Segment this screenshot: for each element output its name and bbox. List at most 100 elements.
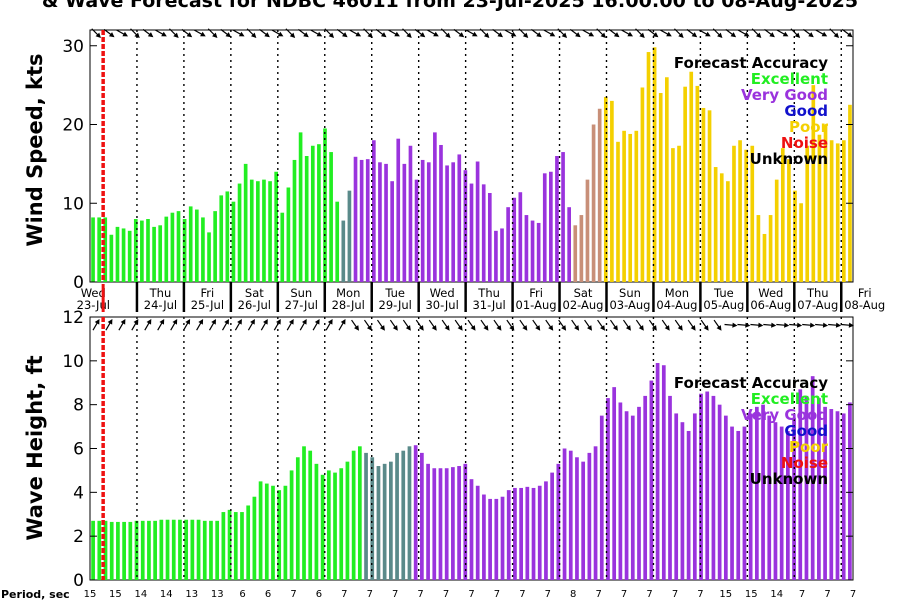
direction-arrow-icon [232, 29, 245, 37]
y-axis-label: Wave Height, ft [23, 355, 47, 540]
data-bar [695, 85, 700, 282]
date-label: 28-Jul [332, 298, 365, 312]
direction-arrow-icon [441, 319, 450, 331]
data-bar [488, 498, 492, 580]
period-value: 7 [392, 589, 398, 600]
data-bar [591, 124, 596, 282]
direction-arrow-icon [402, 28, 412, 38]
data-bar [628, 133, 633, 282]
data-bar [188, 206, 193, 282]
direction-arrow-icon [597, 319, 606, 331]
direction-arrow-icon [299, 318, 307, 331]
data-bar [190, 519, 195, 580]
data-bar [525, 486, 530, 580]
data-bar [616, 141, 620, 282]
direction-arrow-icon [336, 28, 348, 38]
data-bar [298, 132, 303, 283]
direction-arrow-icon [144, 318, 152, 331]
data-bar [500, 228, 504, 282]
direction-arrow-icon [467, 319, 476, 331]
data-bar [178, 519, 182, 580]
data-bar [382, 463, 387, 580]
y-tick-label: 12 [62, 308, 84, 328]
data-bar [310, 145, 315, 282]
direction-arrow-icon [181, 28, 193, 38]
day-of-week-label: Sat [574, 286, 593, 300]
direction-arrow-icon [325, 318, 333, 331]
data-bar [707, 110, 712, 282]
data-bar [646, 52, 651, 282]
legend-title: Forecast Accuracy [674, 54, 828, 72]
data-bar [451, 162, 456, 282]
data-bar [252, 496, 257, 580]
direction-arrow-icon [220, 28, 232, 38]
data-bar [463, 170, 468, 282]
direction-arrow-icon [518, 28, 529, 38]
data-bar [624, 411, 629, 580]
data-bar [225, 191, 230, 282]
period-value: 15 [84, 589, 97, 600]
data-bar [227, 509, 232, 580]
data-bar [730, 426, 734, 580]
data-bar [530, 220, 535, 282]
data-bar [568, 450, 573, 580]
data-bar [359, 159, 364, 282]
data-bar [658, 93, 663, 282]
direction-arrow-icon [312, 318, 320, 331]
data-bar [159, 519, 164, 580]
direction-arrow-icon [479, 28, 490, 38]
data-bar [829, 409, 834, 580]
data-bar [767, 415, 772, 581]
data-bar [773, 422, 778, 580]
day-of-week-label: Fri [858, 286, 872, 300]
data-bar [207, 232, 211, 282]
direction-arrow-icon [493, 319, 502, 331]
data-bar [575, 457, 579, 580]
data-bar [655, 363, 660, 580]
data-bar [579, 215, 584, 282]
legend-item: Unknown [750, 470, 828, 488]
data-bar [713, 167, 718, 282]
date-label: 01-Aug [516, 298, 557, 312]
data-bar [513, 487, 517, 580]
direction-arrow-icon [131, 318, 139, 331]
data-bar [610, 100, 614, 283]
direction-arrow-icon [480, 319, 489, 331]
data-bar [549, 171, 553, 282]
date-label: 23-Jul [77, 298, 110, 312]
direction-arrow-icon [170, 318, 178, 331]
data-bar [231, 201, 236, 282]
data-bar [823, 124, 828, 282]
period-value: 7 [417, 589, 423, 600]
direction-arrow-icon [609, 319, 618, 331]
period-value: 13 [211, 589, 224, 600]
direction-arrow-icon [273, 318, 281, 331]
data-bar [661, 365, 666, 580]
period-value: 7 [341, 589, 347, 600]
data-bar [262, 179, 266, 283]
data-bar [182, 219, 187, 282]
period-value: 15 [109, 589, 122, 600]
date-label: 05-Aug [703, 298, 744, 312]
data-bar [817, 398, 821, 580]
direction-arrow-icon [506, 319, 515, 331]
direction-arrow-icon [622, 319, 631, 331]
data-bar [848, 104, 852, 282]
data-bar [487, 193, 492, 282]
direction-arrow-icon [196, 318, 204, 331]
data-bar [835, 411, 840, 580]
data-bar [376, 466, 381, 580]
data-bar [798, 389, 803, 580]
data-bar [506, 207, 510, 282]
data-bar [413, 445, 418, 580]
data-bar [280, 212, 285, 282]
data-bar [518, 192, 523, 282]
data-bar [481, 184, 486, 282]
data-bar [677, 145, 681, 282]
data-bar [581, 461, 586, 580]
direction-arrow-icon [647, 28, 659, 38]
data-bar [103, 520, 108, 580]
data-bar [389, 461, 393, 580]
